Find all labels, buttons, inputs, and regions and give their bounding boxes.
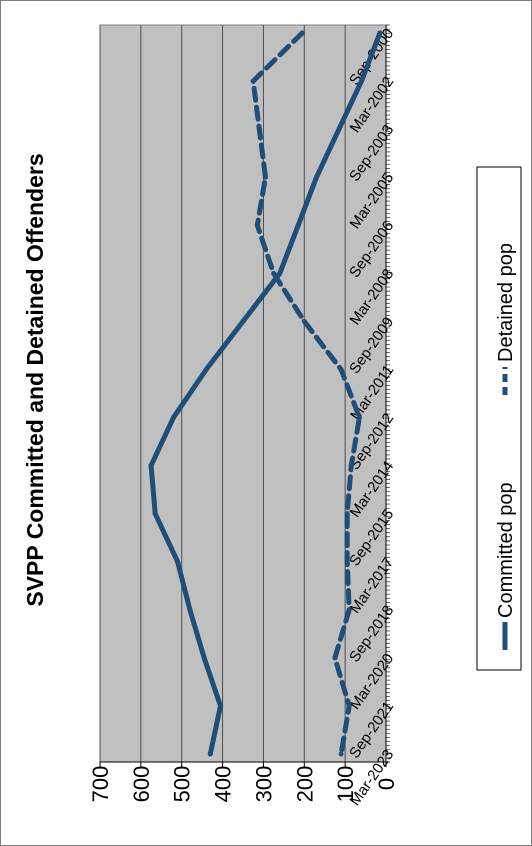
- value-tick-label-700: 700: [88, 766, 113, 803]
- data-point-series-0: [207, 751, 213, 757]
- legend-label-detained: Detained pop: [495, 243, 517, 362]
- data-point-series-1: [254, 222, 260, 228]
- data-point-series-1: [338, 751, 344, 757]
- data-point-series-1: [250, 78, 256, 84]
- data-point-series-0: [175, 559, 181, 565]
- data-point-series-0: [187, 607, 193, 613]
- data-point-series-1: [348, 463, 354, 469]
- data-point-series-0: [152, 511, 158, 517]
- value-tick-label-500: 500: [170, 766, 195, 803]
- data-point-series-1: [344, 511, 350, 517]
- data-point-series-0: [171, 415, 177, 421]
- chart-title: SVPP Committed and Detained Offenders: [22, 153, 48, 606]
- data-point-series-0: [203, 366, 209, 372]
- value-tick-label-100: 100: [333, 766, 358, 803]
- data-point-series-1: [256, 126, 262, 132]
- data-point-series-1: [262, 174, 268, 180]
- data-point-series-0: [148, 463, 154, 469]
- data-point-series-0: [277, 270, 283, 276]
- data-point-series-1: [344, 559, 350, 565]
- data-point-series-0: [218, 703, 224, 709]
- data-point-series-1: [301, 318, 307, 324]
- data-point-series-0: [336, 126, 342, 132]
- data-point-series-1: [332, 655, 338, 661]
- series-line-0: [148, 30, 383, 757]
- value-tick-label-0: 0: [374, 778, 399, 790]
- value-tick-label-600: 600: [129, 766, 154, 803]
- plot-area: [99, 24, 387, 763]
- series-line-1: [250, 30, 362, 757]
- value-tick-label-300: 300: [251, 766, 276, 803]
- data-point-series-1: [346, 703, 352, 709]
- data-point-series-1: [338, 366, 344, 372]
- data-point-series-0: [295, 222, 301, 228]
- data-point-series-0: [377, 30, 383, 36]
- data-point-series-1: [346, 607, 352, 613]
- data-point-series-0: [201, 655, 207, 661]
- value-tick-label-400: 400: [211, 766, 236, 803]
- legend-box: [476, 166, 522, 671]
- data-point-series-1: [356, 415, 362, 421]
- data-point-series-0: [314, 174, 320, 180]
- legend-label-committed: Committed pop: [495, 482, 517, 618]
- value-tick-label-200: 200: [292, 766, 317, 803]
- data-point-series-0: [240, 318, 246, 324]
- data-point-series-0: [358, 78, 364, 84]
- data-point-series-1: [299, 30, 305, 36]
- data-point-series-1: [271, 270, 277, 276]
